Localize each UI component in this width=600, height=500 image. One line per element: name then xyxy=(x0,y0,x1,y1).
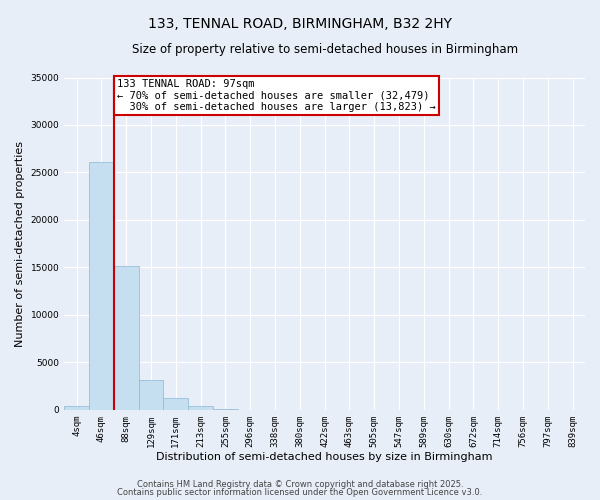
Text: 133, TENNAL ROAD, BIRMINGHAM, B32 2HY: 133, TENNAL ROAD, BIRMINGHAM, B32 2HY xyxy=(148,18,452,32)
Title: Size of property relative to semi-detached houses in Birmingham: Size of property relative to semi-detach… xyxy=(131,42,518,56)
Text: Contains public sector information licensed under the Open Government Licence v3: Contains public sector information licen… xyxy=(118,488,482,497)
Bar xyxy=(139,380,163,410)
Bar xyxy=(188,406,213,410)
X-axis label: Distribution of semi-detached houses by size in Birmingham: Distribution of semi-detached houses by … xyxy=(157,452,493,462)
Bar xyxy=(163,398,188,410)
Y-axis label: Number of semi-detached properties: Number of semi-detached properties xyxy=(15,140,25,346)
Bar xyxy=(89,162,114,410)
Text: 133 TENNAL ROAD: 97sqm
← 70% of semi-detached houses are smaller (32,479)
  30% : 133 TENNAL ROAD: 97sqm ← 70% of semi-det… xyxy=(117,79,436,112)
Bar xyxy=(213,409,238,410)
Text: Contains HM Land Registry data © Crown copyright and database right 2025.: Contains HM Land Registry data © Crown c… xyxy=(137,480,463,489)
Bar xyxy=(64,406,89,410)
Bar xyxy=(114,266,139,410)
